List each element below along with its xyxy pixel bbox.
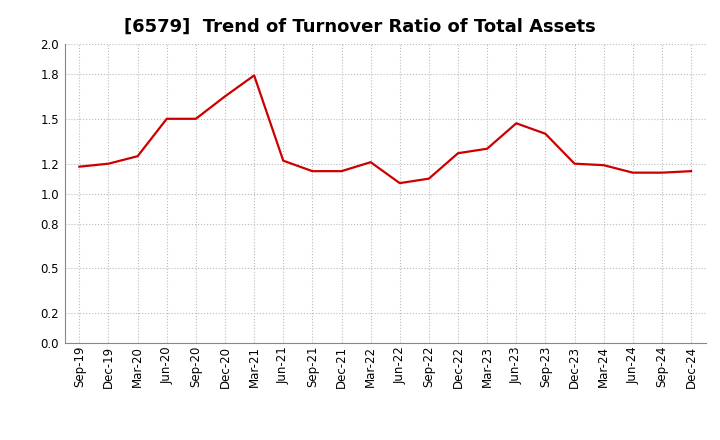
Text: [6579]  Trend of Turnover Ratio of Total Assets: [6579] Trend of Turnover Ratio of Total … bbox=[124, 18, 596, 36]
